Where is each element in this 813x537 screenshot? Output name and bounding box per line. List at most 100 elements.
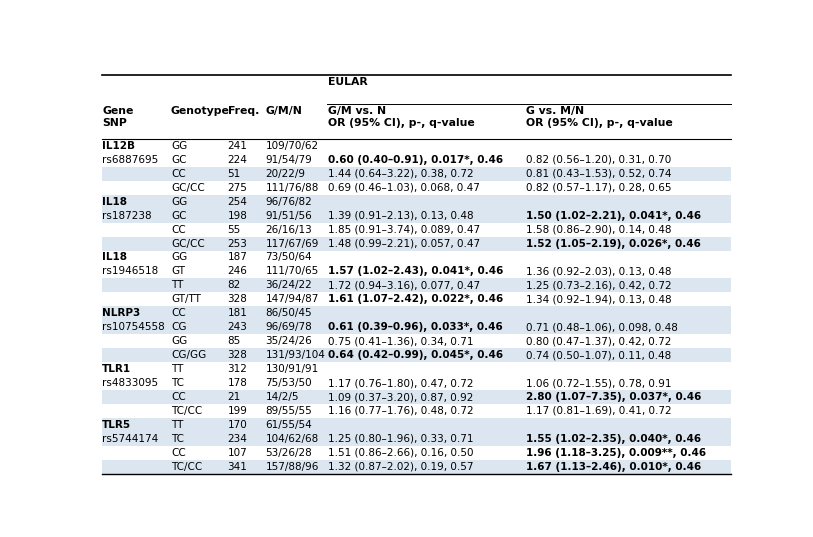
Text: GC/CC: GC/CC: [171, 183, 205, 193]
Text: GC: GC: [171, 211, 186, 221]
Text: EULAR: EULAR: [328, 77, 368, 87]
Bar: [102, 195, 731, 209]
Text: 1.36 (0.92–2.03), 0.13, 0.48: 1.36 (0.92–2.03), 0.13, 0.48: [526, 266, 672, 277]
Text: 2.80 (1.07–7.35), 0.037*, 0.46: 2.80 (1.07–7.35), 0.037*, 0.46: [526, 392, 702, 402]
Text: 109/70/62: 109/70/62: [265, 141, 319, 151]
Bar: [102, 278, 731, 292]
Text: 0.82 (0.57–1.17), 0.28, 0.65: 0.82 (0.57–1.17), 0.28, 0.65: [526, 183, 672, 193]
Text: IL18: IL18: [102, 252, 128, 263]
Text: 1.25 (0.80–1.96), 0.33, 0.71: 1.25 (0.80–1.96), 0.33, 0.71: [328, 434, 474, 444]
Text: 1.06 (0.72–1.55), 0.78, 0.91: 1.06 (0.72–1.55), 0.78, 0.91: [526, 378, 672, 388]
Text: 147/94/87: 147/94/87: [265, 294, 319, 304]
Bar: [102, 418, 731, 432]
Text: TT: TT: [171, 420, 183, 430]
Text: 130/91/91: 130/91/91: [265, 364, 319, 374]
Bar: [102, 320, 731, 334]
Text: GG: GG: [171, 336, 187, 346]
Text: G vs. M/N
OR (95% CI), p-, q-value: G vs. M/N OR (95% CI), p-, q-value: [526, 106, 673, 128]
Text: 20/22/9: 20/22/9: [265, 169, 306, 179]
Bar: [102, 264, 731, 278]
Text: CC: CC: [171, 308, 185, 318]
Text: 1.17 (0.81–1.69), 0.41, 0.72: 1.17 (0.81–1.69), 0.41, 0.72: [526, 406, 672, 416]
Text: 1.48 (0.99–2.21), 0.057, 0.47: 1.48 (0.99–2.21), 0.057, 0.47: [328, 238, 480, 249]
Text: 73/50/64: 73/50/64: [265, 252, 312, 263]
Text: TLR5: TLR5: [102, 420, 132, 430]
Text: 53/26/28: 53/26/28: [265, 448, 312, 458]
Bar: [102, 181, 731, 195]
Text: 96/76/82: 96/76/82: [265, 197, 312, 207]
Text: 275: 275: [228, 183, 247, 193]
Text: 0.82 (0.56–1.20), 0.31, 0.70: 0.82 (0.56–1.20), 0.31, 0.70: [526, 155, 672, 165]
Bar: [102, 446, 731, 460]
Text: 104/62/68: 104/62/68: [265, 434, 319, 444]
Text: TC: TC: [171, 378, 184, 388]
Text: 181: 181: [228, 308, 247, 318]
Text: GT/TT: GT/TT: [171, 294, 201, 304]
Text: 1.32 (0.87–2.02), 0.19, 0.57: 1.32 (0.87–2.02), 0.19, 0.57: [328, 462, 474, 472]
Text: G/M/N: G/M/N: [265, 106, 302, 116]
Text: 198: 198: [228, 211, 247, 221]
Text: 170: 170: [228, 420, 247, 430]
Text: 0.71 (0.48–1.06), 0.098, 0.48: 0.71 (0.48–1.06), 0.098, 0.48: [526, 322, 678, 332]
Text: 1.52 (1.05–2.19), 0.026*, 0.46: 1.52 (1.05–2.19), 0.026*, 0.46: [526, 238, 701, 249]
Bar: [102, 460, 731, 474]
Text: CC: CC: [171, 224, 185, 235]
Text: 1.57 (1.02–2.43), 0.041*, 0.46: 1.57 (1.02–2.43), 0.041*, 0.46: [328, 266, 504, 277]
Text: 0.60 (0.40–0.91), 0.017*, 0.46: 0.60 (0.40–0.91), 0.017*, 0.46: [328, 155, 503, 165]
Text: IL12B: IL12B: [102, 141, 135, 151]
Text: 0.80 (0.47–1.37), 0.42, 0.72: 0.80 (0.47–1.37), 0.42, 0.72: [526, 336, 672, 346]
Text: 1.25 (0.73–2.16), 0.42, 0.72: 1.25 (0.73–2.16), 0.42, 0.72: [526, 280, 672, 291]
Text: 1.55 (1.02–2.35), 0.040*, 0.46: 1.55 (1.02–2.35), 0.040*, 0.46: [526, 434, 702, 444]
Text: rs1946518: rs1946518: [102, 266, 159, 277]
Text: CC: CC: [171, 448, 185, 458]
Text: 341: 341: [228, 462, 247, 472]
Text: GG: GG: [171, 141, 187, 151]
Text: 61/55/54: 61/55/54: [265, 420, 312, 430]
Text: 26/16/13: 26/16/13: [265, 224, 312, 235]
Bar: [102, 139, 731, 153]
Text: 117/67/69: 117/67/69: [265, 238, 319, 249]
Text: NLRP3: NLRP3: [102, 308, 141, 318]
Text: 1.39 (0.91–2.13), 0.13, 0.48: 1.39 (0.91–2.13), 0.13, 0.48: [328, 211, 474, 221]
Text: 111/76/88: 111/76/88: [265, 183, 319, 193]
Text: TT: TT: [171, 364, 183, 374]
Text: 312: 312: [228, 364, 247, 374]
Text: 1.96 (1.18–3.25), 0.009**, 0.46: 1.96 (1.18–3.25), 0.009**, 0.46: [526, 448, 706, 458]
Text: CG: CG: [171, 322, 186, 332]
Text: rs6887695: rs6887695: [102, 155, 159, 165]
Text: TC/CC: TC/CC: [171, 462, 202, 472]
Text: 199: 199: [228, 406, 247, 416]
Text: CC: CC: [171, 392, 185, 402]
Text: 86/50/45: 86/50/45: [265, 308, 312, 318]
Text: 0.74 (0.50–1.07), 0.11, 0.48: 0.74 (0.50–1.07), 0.11, 0.48: [526, 350, 672, 360]
Text: Gene
SNP: Gene SNP: [102, 106, 133, 128]
Text: 0.69 (0.46–1.03), 0.068, 0.47: 0.69 (0.46–1.03), 0.068, 0.47: [328, 183, 480, 193]
Text: CG/GG: CG/GG: [171, 350, 207, 360]
Text: GC/CC: GC/CC: [171, 238, 205, 249]
Text: 234: 234: [228, 434, 247, 444]
Text: 1.44 (0.64–3.22), 0.38, 0.72: 1.44 (0.64–3.22), 0.38, 0.72: [328, 169, 474, 179]
Text: 157/88/96: 157/88/96: [265, 462, 319, 472]
Bar: [102, 362, 731, 376]
Text: rs4833095: rs4833095: [102, 378, 159, 388]
Text: 241: 241: [228, 141, 247, 151]
Bar: [102, 390, 731, 404]
Text: 0.61 (0.39–0.96), 0.033*, 0.46: 0.61 (0.39–0.96), 0.033*, 0.46: [328, 322, 503, 332]
Text: 14/2/5: 14/2/5: [265, 392, 299, 402]
Text: Freq.: Freq.: [228, 106, 259, 116]
Bar: [102, 153, 731, 167]
Text: 82: 82: [228, 280, 241, 291]
Text: 1.51 (0.86–2.66), 0.16, 0.50: 1.51 (0.86–2.66), 0.16, 0.50: [328, 448, 474, 458]
Text: GG: GG: [171, 197, 187, 207]
Text: 131/93/104: 131/93/104: [265, 350, 325, 360]
Text: 1.17 (0.76–1.80), 0.47, 0.72: 1.17 (0.76–1.80), 0.47, 0.72: [328, 378, 474, 388]
Text: 0.75 (0.41–1.36), 0.34, 0.71: 0.75 (0.41–1.36), 0.34, 0.71: [328, 336, 474, 346]
Bar: [102, 250, 731, 264]
Text: rs5744174: rs5744174: [102, 434, 159, 444]
Text: 1.85 (0.91–3.74), 0.089, 0.47: 1.85 (0.91–3.74), 0.089, 0.47: [328, 224, 480, 235]
Text: 51: 51: [228, 169, 241, 179]
Text: 246: 246: [228, 266, 247, 277]
Text: 1.16 (0.77–1.76), 0.48, 0.72: 1.16 (0.77–1.76), 0.48, 0.72: [328, 406, 474, 416]
Text: 328: 328: [228, 294, 247, 304]
Text: 253: 253: [228, 238, 247, 249]
